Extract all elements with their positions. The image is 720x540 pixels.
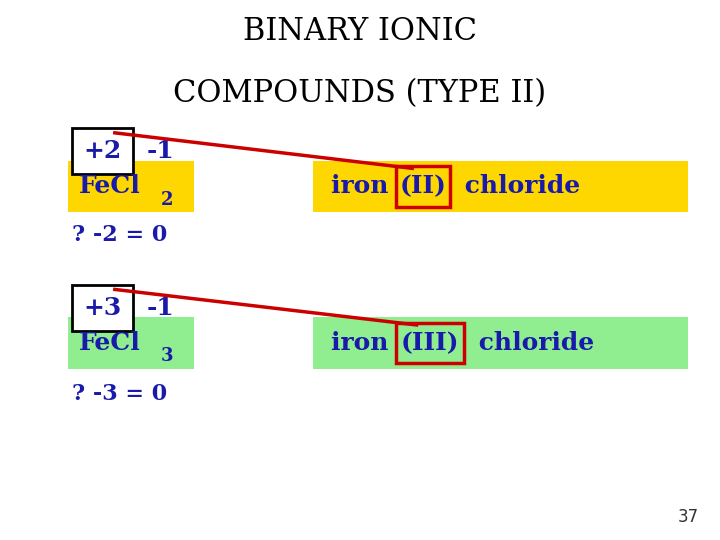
Text: iron: iron (331, 331, 397, 355)
Text: 37: 37 (678, 509, 698, 526)
Text: ? -3 = 0: ? -3 = 0 (72, 383, 167, 405)
Text: chloride: chloride (470, 331, 595, 355)
Text: ? -2 = 0: ? -2 = 0 (72, 224, 167, 246)
Text: +2: +2 (84, 139, 122, 163)
Text: FeCl: FeCl (79, 174, 141, 198)
Text: (III): (III) (401, 331, 459, 355)
FancyBboxPatch shape (396, 166, 450, 206)
Text: iron: iron (331, 174, 397, 198)
FancyBboxPatch shape (72, 128, 133, 174)
Text: COMPOUNDS (TYPE II): COMPOUNDS (TYPE II) (174, 78, 546, 109)
Text: (II): (II) (400, 174, 446, 198)
Text: 3: 3 (161, 347, 173, 366)
FancyBboxPatch shape (72, 285, 133, 330)
Text: +3: +3 (84, 296, 122, 320)
Text: 2: 2 (161, 191, 173, 209)
FancyBboxPatch shape (396, 322, 464, 363)
Text: -1: -1 (146, 296, 174, 320)
FancyBboxPatch shape (68, 160, 194, 212)
Text: -1: -1 (146, 139, 174, 163)
Text: FeCl: FeCl (79, 331, 141, 355)
FancyBboxPatch shape (68, 317, 194, 368)
FancyBboxPatch shape (313, 317, 688, 368)
Text: BINARY IONIC: BINARY IONIC (243, 16, 477, 47)
Text: chloride: chloride (456, 174, 580, 198)
FancyBboxPatch shape (313, 160, 688, 212)
